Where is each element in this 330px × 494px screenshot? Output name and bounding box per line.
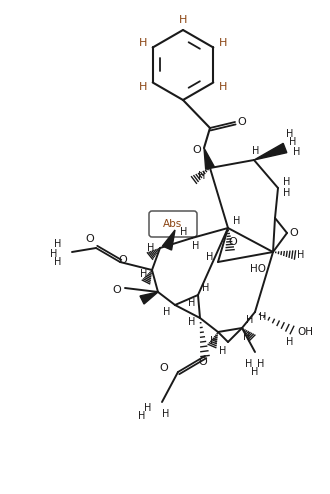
Text: H: H bbox=[138, 411, 146, 421]
Text: O: O bbox=[85, 234, 94, 244]
Text: H: H bbox=[243, 332, 251, 342]
Text: H: H bbox=[179, 15, 187, 25]
Polygon shape bbox=[140, 292, 158, 304]
Text: O: O bbox=[160, 363, 168, 373]
Text: H: H bbox=[286, 129, 294, 139]
Polygon shape bbox=[162, 230, 175, 250]
Text: H: H bbox=[54, 257, 62, 267]
Text: H: H bbox=[139, 82, 147, 92]
Text: H: H bbox=[252, 146, 260, 156]
Text: H: H bbox=[219, 38, 227, 47]
Text: H: H bbox=[162, 409, 170, 419]
Text: H: H bbox=[251, 367, 259, 377]
Text: H: H bbox=[163, 307, 171, 317]
Text: H: H bbox=[286, 337, 294, 347]
Text: H: H bbox=[206, 252, 214, 262]
Text: H: H bbox=[219, 82, 227, 92]
Text: O: O bbox=[229, 237, 237, 247]
Text: H: H bbox=[283, 188, 291, 198]
FancyBboxPatch shape bbox=[149, 211, 197, 237]
Text: H: H bbox=[50, 249, 58, 259]
Text: H: H bbox=[147, 243, 155, 253]
Text: H: H bbox=[198, 171, 206, 181]
Text: H: H bbox=[202, 283, 210, 293]
Text: O: O bbox=[118, 255, 127, 265]
Text: H: H bbox=[144, 403, 152, 413]
Text: O: O bbox=[193, 145, 201, 155]
Text: O: O bbox=[290, 228, 298, 238]
Text: H: H bbox=[245, 359, 253, 369]
Text: H: H bbox=[210, 336, 218, 346]
Text: H: H bbox=[289, 137, 297, 147]
Text: H: H bbox=[188, 317, 196, 327]
Polygon shape bbox=[254, 143, 287, 160]
Text: H: H bbox=[219, 346, 227, 356]
Text: H: H bbox=[54, 239, 62, 249]
Text: HO: HO bbox=[250, 264, 266, 274]
Text: H: H bbox=[139, 38, 147, 47]
Text: H: H bbox=[246, 315, 254, 325]
Text: H: H bbox=[140, 269, 148, 279]
Text: Abs: Abs bbox=[163, 219, 182, 229]
Text: OH: OH bbox=[297, 327, 313, 337]
Text: H: H bbox=[192, 241, 200, 251]
Text: H: H bbox=[257, 359, 265, 369]
Text: O: O bbox=[238, 117, 247, 127]
Text: H: H bbox=[233, 216, 241, 226]
Text: O: O bbox=[199, 357, 207, 367]
Text: H: H bbox=[293, 147, 301, 157]
Text: H: H bbox=[188, 298, 196, 308]
Text: O: O bbox=[113, 285, 121, 295]
Text: H: H bbox=[259, 312, 267, 322]
Text: H: H bbox=[297, 250, 305, 260]
Polygon shape bbox=[204, 148, 214, 169]
Text: H: H bbox=[283, 177, 291, 187]
Text: H: H bbox=[180, 227, 188, 237]
